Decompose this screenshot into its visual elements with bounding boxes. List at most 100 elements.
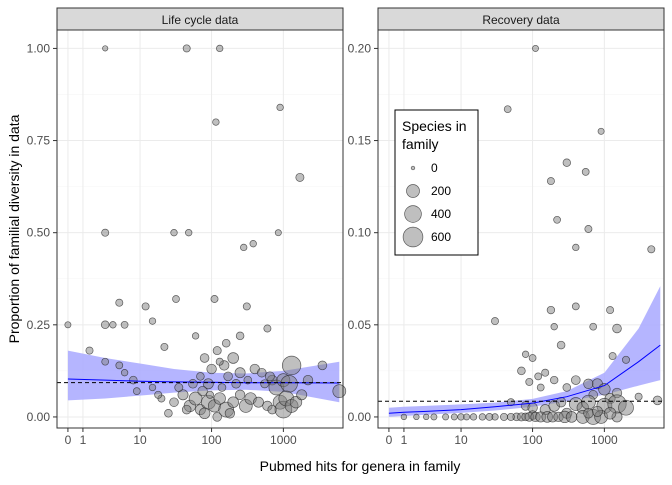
y-tick-label-recovery: 0.20	[348, 41, 372, 55]
data-point	[503, 105, 512, 114]
data-point	[263, 324, 272, 333]
data-point	[197, 385, 208, 397]
data-point	[260, 379, 270, 389]
data-point	[101, 228, 110, 237]
data-point	[400, 413, 408, 421]
data-point	[109, 321, 117, 329]
panel-title-recovery: Recovery data	[482, 13, 560, 27]
data-point	[603, 407, 617, 420]
data-point	[243, 375, 253, 385]
data-point	[485, 413, 494, 421]
data-point	[562, 158, 571, 167]
data-point	[423, 413, 430, 421]
data-point	[206, 363, 217, 375]
legend-label-0: 0	[431, 161, 438, 175]
data-point	[181, 404, 192, 415]
data-point	[634, 392, 643, 401]
data-point	[172, 295, 180, 303]
data-point	[231, 379, 241, 389]
data-point	[148, 317, 157, 325]
data-point	[517, 366, 526, 376]
data-point	[206, 390, 214, 399]
data-point	[185, 229, 193, 237]
data-point	[606, 306, 615, 315]
data-point	[212, 346, 222, 356]
data-point	[302, 374, 314, 386]
data-point	[532, 44, 539, 52]
data-point	[253, 396, 264, 408]
data-point	[160, 342, 169, 351]
y-tick-label-recovery: 0.10	[348, 226, 372, 240]
legend-title-line-1: Species in	[402, 118, 467, 134]
data-point	[506, 412, 515, 421]
y-tick-label-life-cycle: 0.75	[27, 134, 51, 148]
data-point	[536, 383, 545, 392]
legend: Species in family 0 200 400 600	[394, 109, 479, 256]
data-point	[240, 243, 248, 252]
data-point	[583, 378, 594, 389]
data-point	[115, 298, 124, 307]
data-point	[215, 357, 224, 366]
fit-line-recovery	[388, 344, 661, 414]
data-point	[101, 357, 110, 366]
data-point	[212, 118, 220, 126]
data-point	[169, 397, 179, 407]
data-point	[591, 405, 603, 417]
data-point	[174, 383, 184, 392]
data-point	[332, 384, 347, 398]
y-axis-life-cycle: 0.00 0.25 0.50 0.75 1.00	[27, 41, 57, 424]
data-point	[550, 375, 559, 385]
legend-items: 0 200 400 600	[402, 161, 451, 248]
data-point	[521, 350, 530, 358]
data-point	[571, 375, 581, 385]
data-point	[115, 361, 124, 370]
y-tick-label-recovery: 0.05	[348, 318, 372, 332]
data-point	[191, 332, 200, 340]
data-point	[550, 323, 558, 331]
legend-label-400: 400	[431, 207, 451, 221]
data-point	[430, 413, 438, 421]
data-point	[281, 355, 302, 376]
panel-title-life-cycle: Life cycle data	[162, 13, 239, 27]
data-point	[608, 352, 617, 361]
y-tick-label-recovery: 0.15	[348, 134, 372, 148]
x-tick-label-life-cycle: 100	[202, 433, 222, 447]
data-point	[556, 340, 566, 350]
data-point	[129, 375, 138, 385]
y-tick-label-life-cycle: 1.00	[27, 41, 51, 55]
data-point	[541, 368, 550, 377]
data-point	[234, 389, 246, 400]
data-point	[227, 396, 239, 408]
legend-key-200	[406, 184, 420, 198]
y-tick-label-life-cycle: 0.50	[27, 226, 51, 240]
legend-key-600	[402, 226, 424, 248]
data-point	[242, 302, 251, 311]
legend-key-0	[410, 165, 416, 171]
data-point	[234, 367, 246, 379]
data-point	[132, 387, 141, 395]
data-point	[463, 413, 471, 421]
data-point	[102, 45, 109, 52]
data-point	[64, 321, 72, 329]
data-point	[182, 44, 191, 53]
data-point	[224, 408, 236, 419]
data-point	[589, 322, 598, 331]
y-tick-label-life-cycle: 0.00	[27, 410, 51, 424]
data-point	[525, 377, 534, 386]
data-point	[120, 320, 129, 329]
points-life-cycle	[64, 44, 347, 422]
data-point	[581, 168, 590, 176]
y-axis-title: Proportion of familial diversity in data	[6, 114, 22, 343]
data-point	[210, 295, 219, 303]
x-tick-label-life-cycle: 10	[133, 433, 147, 447]
data-point	[213, 392, 226, 405]
data-point	[249, 240, 257, 248]
data-point	[264, 371, 275, 382]
legend-title-line-2: family	[402, 136, 439, 152]
data-point	[217, 383, 227, 392]
data-point	[196, 372, 205, 381]
data-point	[202, 378, 214, 390]
data-point	[198, 407, 211, 420]
data-point	[296, 389, 308, 401]
